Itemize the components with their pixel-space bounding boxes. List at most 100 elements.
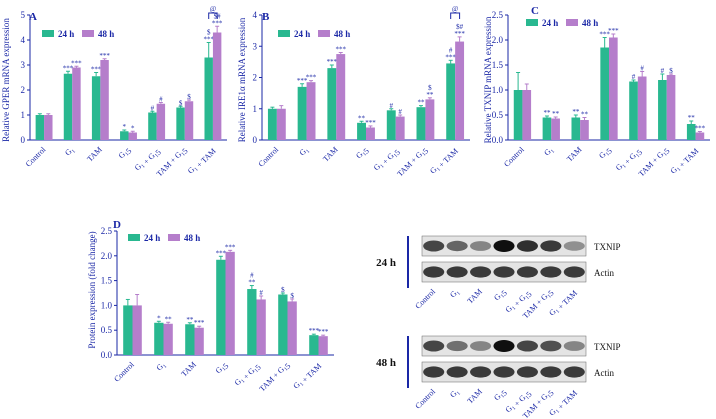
significance-mark: ** (165, 315, 173, 323)
significance-mark: ** (186, 316, 194, 324)
blot-band (516, 266, 538, 278)
significance-mark: *** (695, 125, 706, 133)
blot-band (540, 240, 562, 252)
x-tick-label: G1 (63, 145, 77, 159)
x-tick-label: TAM + G15 (395, 145, 430, 180)
x-tick-label: G1 + TAM (669, 145, 701, 177)
significance-mark: *** (327, 58, 338, 66)
x-tick-label: Control (24, 145, 48, 169)
significance-mark: # (449, 46, 453, 54)
x-tick-label: G1 + G15 (614, 145, 644, 175)
significance-mark: ** (688, 114, 696, 122)
bar-48h (336, 54, 346, 140)
significance-mark: # (661, 67, 665, 75)
bar-48h (609, 37, 618, 140)
blot-band (470, 241, 492, 251)
x-tick-label: G15 (597, 145, 614, 162)
significance-mark: *** (454, 30, 465, 38)
bar-48h (395, 116, 405, 140)
significance-mark: *** (599, 31, 610, 39)
x-tick-label: TAM + G15 (258, 360, 293, 395)
significance-mark: $ (187, 93, 191, 101)
significance-mark: *** (212, 19, 223, 27)
x-tick-label: G1 (542, 145, 556, 159)
panel-letter: D (113, 219, 121, 231)
significance-mark: $ (281, 286, 285, 294)
panel-letter: C (531, 5, 539, 17)
blot-band (423, 240, 445, 252)
y-tick-label: 2.5 (101, 226, 113, 236)
significance-mark: # (390, 102, 394, 110)
blot-band (493, 340, 515, 352)
blot-band (563, 366, 585, 378)
x-tick-label: G15 (117, 145, 134, 162)
bar-24h (204, 57, 213, 140)
blot-band (563, 241, 585, 251)
x-tick-label: Control (112, 360, 136, 384)
blot-time-label: 48 h (376, 357, 396, 369)
bar-48h (522, 90, 532, 140)
x-tick-label: G1 + G15 (133, 145, 163, 175)
y-tick-label: 5 (21, 10, 26, 20)
bar-24h (513, 90, 523, 140)
blot-band (423, 266, 445, 278)
legend-swatch-48h (82, 30, 94, 37)
bar-48h (156, 103, 166, 140)
legend-label-24h: 24 h (542, 18, 558, 28)
y-tick-label: 4 (21, 35, 26, 45)
blot-band (446, 366, 468, 378)
bar-24h (658, 80, 667, 140)
significance-mark: # (398, 108, 402, 116)
significance-mark: # (159, 96, 163, 104)
bar-24h (386, 110, 396, 140)
y-axis-label: Protein expression (fold change) (87, 231, 97, 348)
bar-48h (366, 127, 375, 140)
significance-mark: *** (225, 243, 236, 251)
bar-48h (44, 115, 53, 140)
blot-protein-label: TXNIP (594, 242, 621, 252)
y-tick-label: 0.5 (492, 110, 504, 120)
legend-swatch-24h (42, 30, 54, 37)
y-tick-label: 2 (253, 73, 258, 83)
blot-band (470, 266, 492, 278)
legend-label-48h: 48 h (98, 29, 114, 39)
panel-B: 0 1 2 3 4 Relative IRE1α mRNA expression B 24 h… (237, 5, 470, 180)
significance-mark: *** (203, 36, 214, 44)
blot-band (493, 366, 515, 378)
bar-48h (580, 120, 589, 140)
panel-letter: B (262, 11, 270, 23)
bar-48h (318, 336, 328, 355)
bar-24h (154, 322, 164, 355)
significance-mark: *** (309, 327, 320, 335)
legend-swatch-24h (278, 30, 290, 37)
blot-band (516, 340, 538, 352)
bar-48h (225, 251, 235, 355)
y-tick-label: 2.0 (492, 35, 504, 45)
bar-24h (446, 63, 456, 140)
blot-lane-label: G1 + G15 (504, 387, 534, 417)
x-tick-label: TAM (85, 145, 103, 163)
blot-lane-label: G1 (448, 287, 462, 301)
bar-48h (551, 118, 560, 140)
comparison-bracket (208, 12, 218, 19)
blot-band (470, 366, 492, 378)
legend-label-48h: 48 h (334, 29, 350, 39)
bar-48h (695, 132, 705, 140)
bracket-label: @ (210, 5, 217, 13)
legend-label-24h: 24 h (58, 29, 74, 39)
significance-mark: *** (194, 319, 205, 327)
y-tick-label: 2.0 (101, 251, 113, 261)
blot-band (493, 266, 515, 278)
blot-time-label: 24 h (376, 257, 396, 269)
significance-mark: # (250, 272, 254, 280)
blot-band (540, 366, 562, 378)
blot-band (540, 266, 562, 278)
y-tick-label: 0.5 (101, 325, 113, 335)
significance-mark: ** (572, 108, 580, 116)
y-tick-label: 0.0 (101, 350, 113, 360)
bar-24h (297, 86, 307, 140)
y-axis-label: Relative IRE1α mRNA expression (237, 17, 247, 142)
blot-lane-label: TAM (466, 387, 484, 405)
